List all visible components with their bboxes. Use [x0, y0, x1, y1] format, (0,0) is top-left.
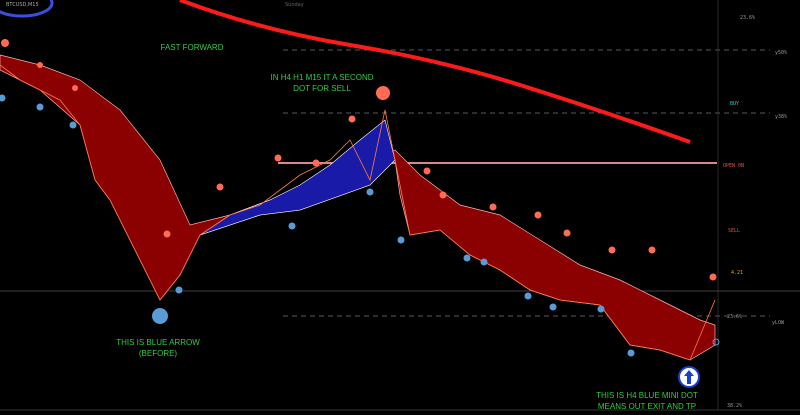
sell-dot: [563, 229, 571, 237]
annotation: DOT FOR SELL: [293, 84, 351, 93]
annotation: THIS IS H4 BLUE MINI DOT: [596, 391, 698, 400]
sell-dot: [648, 246, 656, 254]
sell-dot: [163, 230, 171, 238]
buy-dot: [712, 338, 720, 346]
level-label: y50%: [775, 50, 787, 56]
sell-dot: [423, 167, 431, 175]
level-label: 4.21: [731, 270, 743, 276]
buy-dot: [288, 222, 296, 230]
buy-dot: [36, 103, 44, 111]
annotation: FAST FORWARD: [161, 43, 224, 52]
level-label: BUY: [730, 101, 739, 107]
annotation: IN H4 H1 M15 IT A SECOND: [271, 73, 374, 82]
sell-dot: [489, 203, 497, 211]
buy-dot: [463, 254, 471, 262]
sell-dot: [216, 183, 224, 191]
buy-dot: [366, 188, 374, 196]
highlight-ellipse: [0, 0, 54, 18]
level-label: yLOW: [772, 320, 785, 326]
level-label: y38%: [775, 114, 787, 120]
buy-dot: [597, 305, 605, 313]
sell-dot: [534, 211, 542, 219]
symbol: BTCUSD,M15: [6, 2, 39, 8]
level-label: 23.6%: [727, 314, 742, 320]
sell-dot: [37, 62, 43, 68]
sell-dot: [312, 159, 320, 167]
level-label: 23.6%: [740, 15, 755, 21]
sell-dot: [439, 191, 447, 199]
blue-arrow: [678, 366, 700, 388]
annotation: (BEFORE): [139, 349, 178, 358]
buy-dot: [397, 236, 405, 244]
sell-dot: [274, 154, 282, 162]
annotation: MEANS OUT EXIT AND TP: [598, 402, 696, 411]
moving-average: [179, 0, 691, 144]
buy-dots: [0, 94, 720, 357]
price-line: [0, 64, 716, 361]
sell-dot: [608, 246, 616, 254]
buy-dot: [480, 258, 488, 266]
annotations: FAST FORWARD IN H4 H1 M15 IT A SECOND DOT …: [116, 43, 698, 411]
buy-dot: [69, 121, 77, 129]
buy-dot: [0, 94, 6, 102]
buy-dot: [152, 308, 168, 324]
sell-dots: [1, 39, 717, 281]
buy-dot: [175, 286, 183, 294]
day-label: Sunday: [285, 2, 304, 8]
sell-dot: [348, 115, 356, 123]
buy-dot: [549, 303, 557, 311]
sell-dot: [709, 273, 717, 281]
buy-dot: [627, 349, 635, 357]
sell-dot: [72, 85, 78, 91]
sell-dot: [1, 39, 9, 47]
level-label: OPEN 0N: [723, 163, 744, 169]
buy-dot: [524, 292, 532, 300]
annotation: THIS IS BLUE ARROW: [116, 338, 200, 347]
level-label: SELL: [728, 228, 740, 234]
level-label: 38.2%: [727, 403, 742, 409]
arrow-icon: [684, 370, 694, 384]
sell-dot: [376, 86, 390, 100]
